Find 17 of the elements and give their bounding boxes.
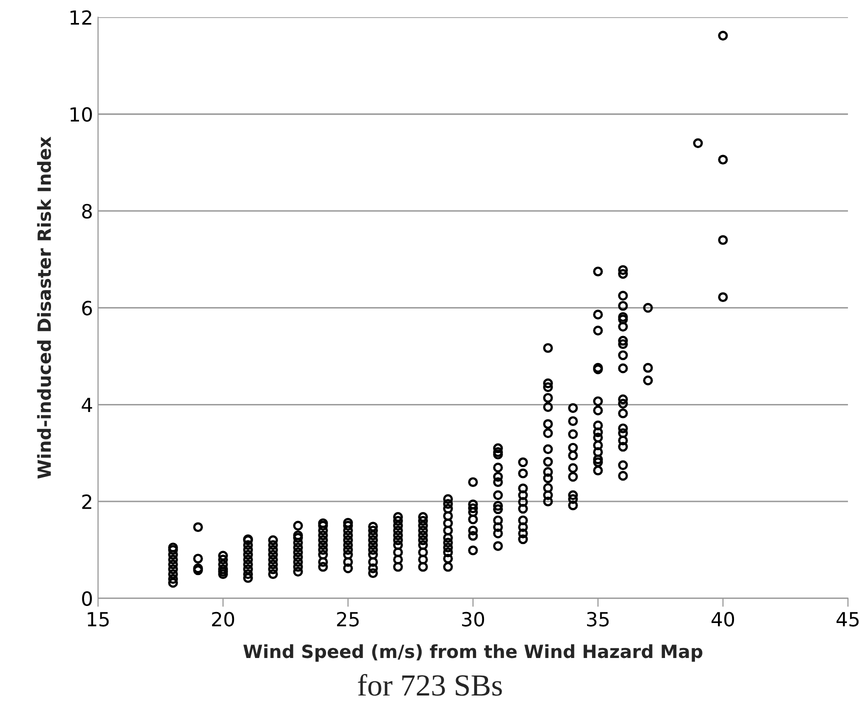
y-tick-label: 2 xyxy=(82,494,92,509)
text: for 723 SBs xyxy=(358,674,502,696)
y-tick-label: 8 xyxy=(82,204,92,219)
x-tick-label: 15 xyxy=(88,612,109,627)
x-tick-label: 40 xyxy=(712,612,734,627)
x-axis-title: Wind Speed (m/s) from the Wind Hazard Map xyxy=(243,644,702,662)
x-tick-label: 25 xyxy=(337,612,359,627)
x-tick-label: 35 xyxy=(587,612,609,627)
x-tick-label: 20 xyxy=(212,612,234,627)
y-tick-label: 0 xyxy=(82,591,92,606)
y-tick-label: 6 xyxy=(82,300,92,316)
y-axis-title: Wind-induced Disaster Risk Index xyxy=(37,136,52,479)
x-tick-label: 45 xyxy=(836,612,859,627)
y-tick-label: 4 xyxy=(82,398,92,412)
y-tick-label: 10 xyxy=(70,107,92,122)
x-tick-label: 30 xyxy=(462,612,484,627)
y-tick-label: 12 xyxy=(70,10,92,25)
